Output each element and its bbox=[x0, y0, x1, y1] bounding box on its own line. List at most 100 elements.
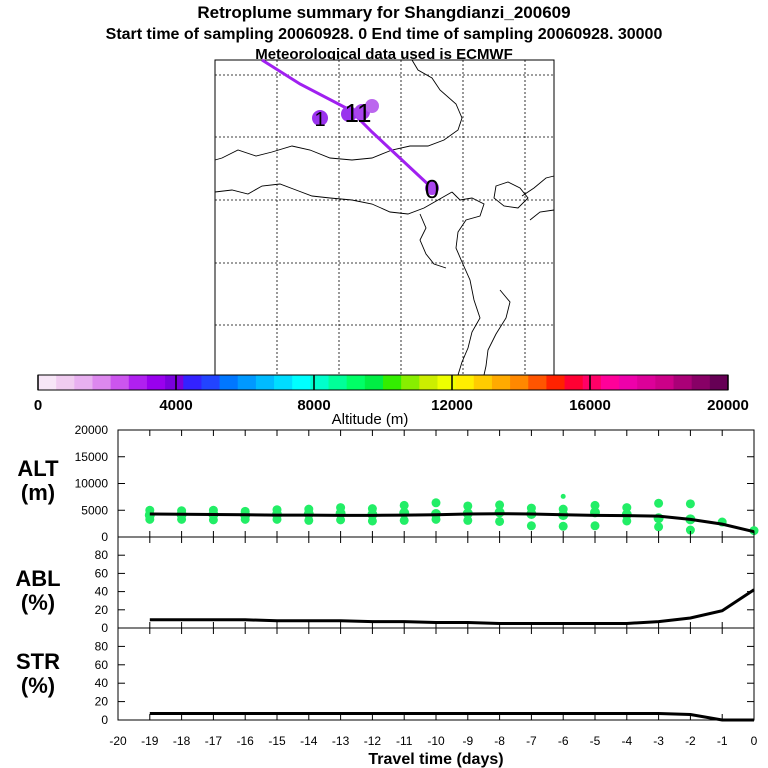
map-frame bbox=[214, 59, 555, 376]
altitude-ylabel-line1: ALT bbox=[17, 456, 59, 481]
colorbar-cell bbox=[255, 375, 275, 390]
colorbar-cell bbox=[491, 375, 511, 390]
colorbar-cell bbox=[419, 375, 438, 390]
colorbar-tick-label: 12000 bbox=[431, 397, 473, 414]
plume-point bbox=[590, 521, 600, 531]
colorbar-cell bbox=[364, 375, 384, 390]
x-tick-label: -13 bbox=[332, 734, 350, 748]
plume-point bbox=[431, 498, 441, 508]
x-axis-label: Travel time (days) bbox=[368, 751, 503, 768]
colorbar-cell bbox=[582, 375, 602, 390]
str-x-ticks bbox=[117, 628, 755, 720]
plume-point bbox=[336, 503, 346, 513]
colorbar-cell bbox=[655, 375, 675, 390]
colorbar-cell bbox=[473, 375, 493, 390]
colorbar-cell bbox=[637, 375, 656, 390]
altitude-y-ticks: 0 5000 10000 15000 20000 bbox=[75, 423, 754, 544]
plume-point bbox=[526, 503, 536, 513]
plume-point bbox=[495, 516, 505, 526]
y-tick-label: 15000 bbox=[75, 450, 109, 464]
colorbar-cell bbox=[310, 375, 330, 390]
y-tick-label: 20000 bbox=[75, 423, 109, 437]
str-y-ticks: 0 20 40 60 80 bbox=[95, 639, 754, 727]
y-tick-label: 80 bbox=[95, 548, 109, 562]
y-tick-label: 0 bbox=[101, 713, 108, 727]
plume-marker bbox=[425, 181, 439, 195]
x-tick-label: -12 bbox=[364, 734, 382, 748]
x-tick-label: -9 bbox=[462, 734, 473, 748]
colorbar-tick-label: 8000 bbox=[297, 397, 330, 414]
plume-point bbox=[526, 521, 536, 531]
colorbar-cell bbox=[237, 375, 257, 390]
plume-marker bbox=[365, 99, 379, 113]
colorbar-cell bbox=[201, 375, 221, 390]
colorbar-cell bbox=[274, 375, 293, 390]
colorbar-cell bbox=[346, 375, 366, 390]
colorbar-cell bbox=[328, 375, 348, 390]
plume-point bbox=[622, 503, 632, 513]
str-ylabel-line2: (%) bbox=[21, 673, 55, 698]
colorbar-tick-label: 20000 bbox=[707, 397, 749, 414]
plume-point bbox=[685, 525, 695, 535]
plume-point bbox=[560, 493, 566, 499]
x-tick-label: -19 bbox=[141, 734, 159, 748]
colorbar-cell bbox=[56, 375, 75, 390]
colorbar-cell bbox=[619, 375, 638, 390]
y-tick-label: 60 bbox=[95, 566, 109, 580]
x-tick-label: -6 bbox=[558, 734, 569, 748]
colorbar-cell bbox=[292, 375, 311, 390]
y-tick-label: 10000 bbox=[75, 477, 109, 491]
abl-ylabel-line2: (%) bbox=[21, 590, 55, 615]
altitude-mean-line bbox=[149, 512, 755, 534]
trajectory-label-1: 1 bbox=[314, 109, 325, 131]
chart-title: Retroplume summary for Shangdianzi_20060… bbox=[197, 3, 571, 22]
x-tick-label: -16 bbox=[237, 734, 255, 748]
colorbar-cell bbox=[401, 375, 420, 390]
plume-point bbox=[558, 521, 568, 531]
trajectory-label-0: 0 bbox=[425, 174, 439, 204]
colorbar-cells bbox=[38, 375, 729, 390]
abl-ylabel-line1: ABL bbox=[15, 566, 60, 591]
plume-point bbox=[463, 501, 473, 511]
abl-x-ticks bbox=[117, 537, 755, 628]
colorbar-ticks: 0 4000 8000 12000 16000 20000 bbox=[34, 375, 749, 414]
abl-panel: ABL (%) 0 20 40 60 80 bbox=[15, 536, 755, 635]
met-data-note: Meteorological data used is ECMWF bbox=[255, 46, 513, 63]
x-tick-label: -8 bbox=[494, 734, 505, 748]
x-tick-label: -1 bbox=[717, 734, 728, 748]
y-tick-label: 0 bbox=[101, 621, 108, 635]
x-tick-label: -15 bbox=[268, 734, 286, 748]
str-line bbox=[149, 712, 754, 722]
y-tick-label: 20 bbox=[95, 695, 109, 709]
x-tick-label: -20 bbox=[109, 734, 127, 748]
x-tick-label: -2 bbox=[685, 734, 696, 748]
trajectory-map: 1 11 0 bbox=[214, 58, 555, 376]
plume-point bbox=[145, 505, 155, 515]
y-tick-label: 0 bbox=[101, 530, 108, 544]
colorbar-cell bbox=[673, 375, 693, 390]
colorbar-cell bbox=[165, 375, 184, 390]
y-tick-label: 60 bbox=[95, 658, 109, 672]
colorbar-cell bbox=[38, 375, 57, 390]
colorbar-cell bbox=[691, 375, 711, 390]
altitude-ylabel-line2: (m) bbox=[21, 480, 55, 505]
plume-point bbox=[590, 500, 600, 510]
x-tick-label: -7 bbox=[526, 734, 537, 748]
x-tick-label: 0 bbox=[751, 734, 758, 748]
colorbar-cell bbox=[383, 375, 402, 390]
plume-point bbox=[685, 499, 695, 509]
x-tick-label: -11 bbox=[396, 734, 413, 748]
x-tick-label: -5 bbox=[590, 734, 601, 748]
colorbar-cell bbox=[600, 375, 620, 390]
plume-point bbox=[654, 498, 664, 508]
map-grid bbox=[215, 60, 554, 375]
x-tick-label: -18 bbox=[173, 734, 191, 748]
str-frame bbox=[117, 627, 755, 721]
colorbar-cell bbox=[128, 375, 148, 390]
colorbar-cell bbox=[437, 375, 457, 390]
y-tick-label: 20 bbox=[95, 603, 109, 617]
y-tick-label: 80 bbox=[95, 639, 109, 653]
x-tick-label: -14 bbox=[300, 734, 318, 748]
